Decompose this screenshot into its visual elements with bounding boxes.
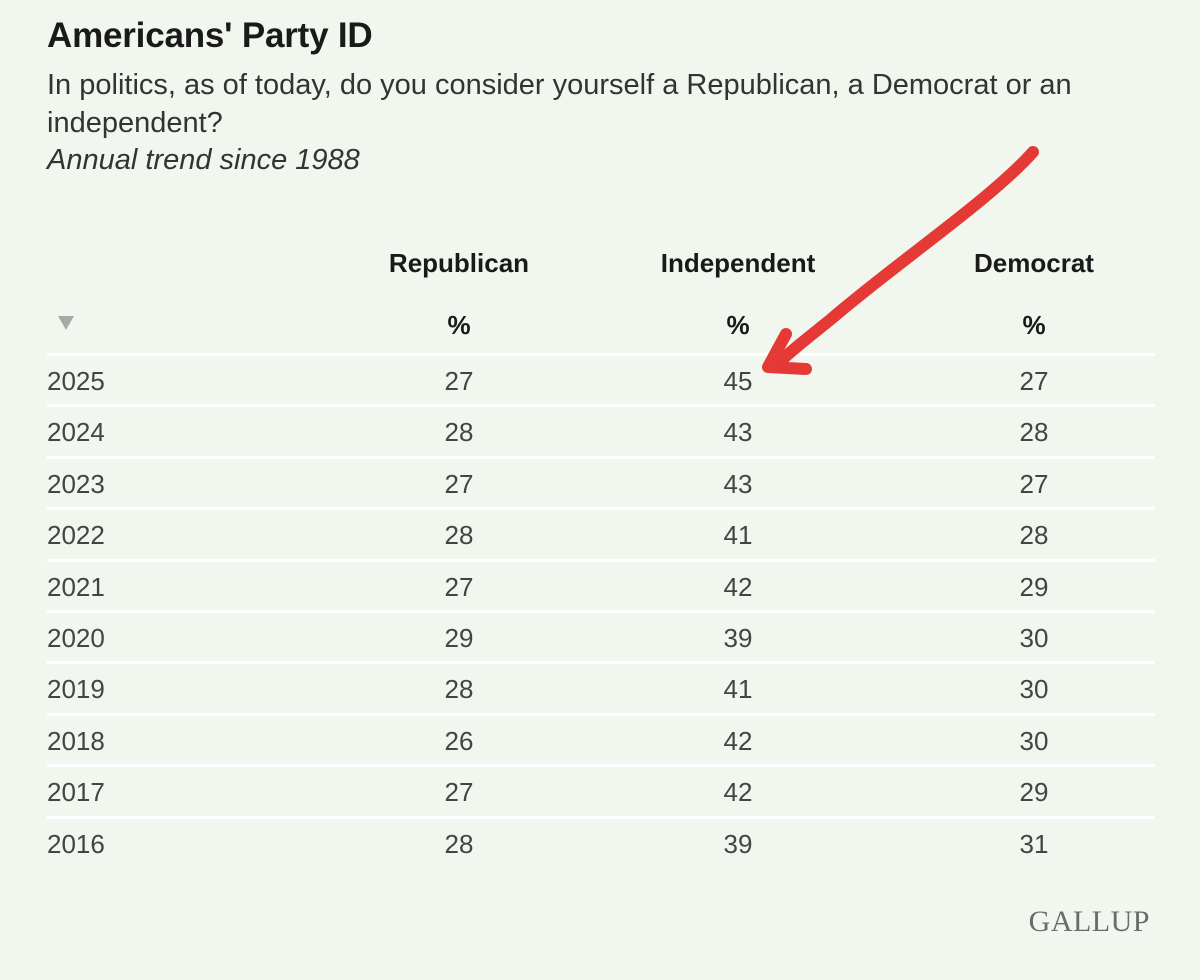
table-row: 2020 29 39 30 bbox=[47, 609, 1155, 661]
republican-value-cell: 28 bbox=[444, 520, 474, 551]
democrat-value-cell: 29 bbox=[1019, 571, 1049, 602]
gallup-logo: GALLUP bbox=[1028, 905, 1150, 938]
republican-value-cell: 28 bbox=[444, 828, 474, 859]
republican-value-cell: 26 bbox=[444, 725, 474, 756]
democrat-value-cell: 30 bbox=[1019, 725, 1049, 756]
year-cell: 2022 bbox=[47, 520, 105, 551]
table-row: 2018 26 42 30 bbox=[47, 712, 1155, 764]
republican-value-cell: 29 bbox=[444, 622, 474, 653]
year-cell: 2024 bbox=[47, 417, 105, 448]
independent-value-cell: 45 bbox=[723, 366, 753, 396]
year-cell: 2018 bbox=[47, 725, 105, 756]
year-cell: 2016 bbox=[47, 828, 105, 859]
column-header-democrat[interactable]: Democrat bbox=[974, 248, 1094, 278]
year-cell: 2020 bbox=[47, 622, 105, 653]
data-table-body: 2025 27 45 27 2024 28 43 28 2023 27 43 27 2022 28 41 28… bbox=[47, 353, 1155, 867]
table-row: 2017 27 42 29 bbox=[47, 764, 1155, 815]
independent-value-cell: 42 bbox=[723, 571, 753, 602]
independent-value-cell: 43 bbox=[723, 417, 753, 448]
republican-value-cell: 27 bbox=[444, 571, 474, 602]
democrat-value-cell: 28 bbox=[1019, 520, 1049, 551]
year-cell: 2017 bbox=[47, 777, 105, 808]
independent-value-cell: 42 bbox=[723, 777, 753, 808]
democrat-value-cell: 28 bbox=[1019, 417, 1049, 448]
unit-republican: % bbox=[447, 310, 471, 340]
unit-democrat: % bbox=[1022, 310, 1046, 340]
democrat-value-cell: 30 bbox=[1019, 622, 1049, 653]
table-row: 2023 27 43 27 bbox=[47, 455, 1155, 507]
table-row: 2021 27 42 29 bbox=[47, 558, 1155, 610]
year-cell: 2025 bbox=[47, 366, 105, 396]
republican-value-cell: 28 bbox=[444, 417, 474, 448]
democrat-value-cell: 30 bbox=[1019, 674, 1049, 705]
democrat-value-cell: 29 bbox=[1019, 777, 1049, 808]
year-cell: 2023 bbox=[47, 468, 105, 499]
independent-value-cell: 41 bbox=[723, 674, 753, 705]
chart-title: Americans' Party ID bbox=[47, 16, 373, 55]
unit-independent: % bbox=[726, 310, 750, 340]
chart-note: Annual trend since 1988 bbox=[47, 144, 360, 176]
republican-value-cell: 27 bbox=[444, 468, 474, 499]
democrat-value-cell: 31 bbox=[1019, 828, 1049, 859]
democrat-value-cell: 27 bbox=[1019, 468, 1049, 499]
table-row: 2016 28 39 31 bbox=[47, 815, 1155, 867]
republican-value-cell: 28 bbox=[444, 674, 474, 705]
year-cell: 2019 bbox=[47, 674, 105, 705]
year-cell: 2021 bbox=[47, 571, 105, 602]
independent-value-cell: 41 bbox=[723, 520, 753, 551]
table-row: 2025 27 45 27 bbox=[47, 353, 1155, 404]
independent-value-cell: 43 bbox=[723, 468, 753, 499]
chart-subtitle: In politics, as of today, do you conside… bbox=[47, 69, 1072, 139]
sort-descending-icon[interactable] bbox=[58, 316, 74, 330]
independent-value-cell: 39 bbox=[723, 622, 753, 653]
table-row: 2024 28 43 28 bbox=[47, 404, 1155, 455]
republican-value-cell: 27 bbox=[444, 366, 474, 396]
independent-value-cell: 42 bbox=[723, 725, 753, 756]
independent-value-cell: 39 bbox=[723, 828, 753, 859]
democrat-value-cell: 27 bbox=[1019, 366, 1049, 396]
republican-value-cell: 27 bbox=[444, 777, 474, 808]
column-header-independent[interactable]: Independent bbox=[660, 248, 816, 278]
table-row: 2019 28 41 30 bbox=[47, 661, 1155, 712]
table-row: 2022 28 41 28 bbox=[47, 507, 1155, 558]
column-header-republican[interactable]: Republican bbox=[388, 248, 530, 278]
